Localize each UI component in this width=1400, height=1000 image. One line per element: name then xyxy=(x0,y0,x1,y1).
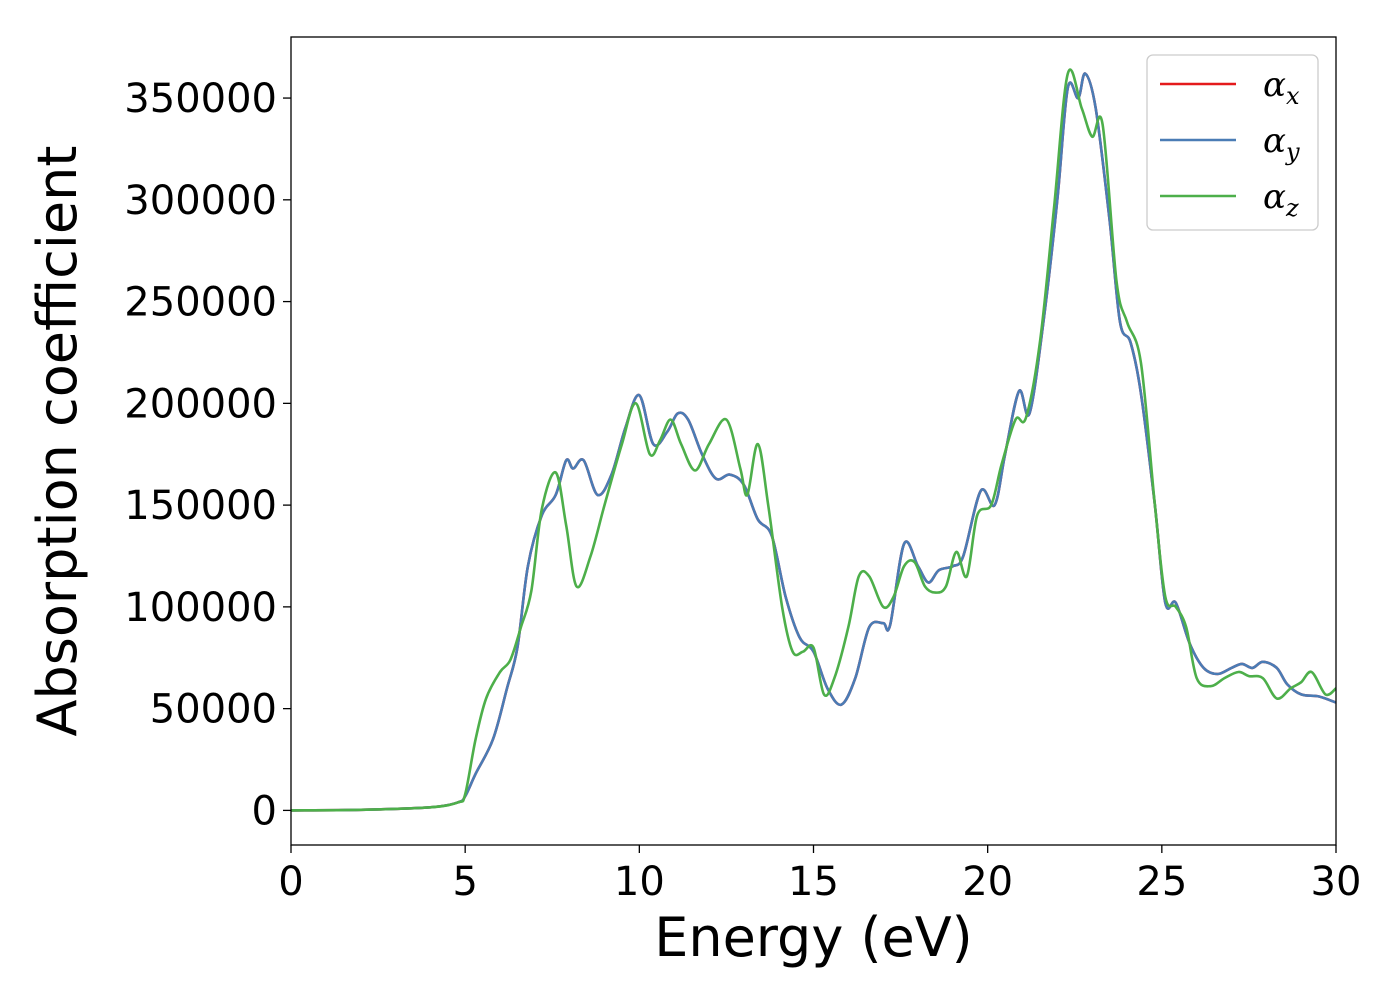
y-axis-title: Absorption coefficient xyxy=(26,146,89,737)
series-line-alpha-z xyxy=(290,68,1337,812)
series-lines xyxy=(290,68,1337,812)
x-tick-label: 5 xyxy=(452,859,477,905)
legend-subscript: y xyxy=(1285,138,1300,166)
y-tick-label: 150000 xyxy=(124,483,277,529)
legend-symbol: α xyxy=(1263,177,1286,217)
y-tick-label: 250000 xyxy=(124,280,277,326)
y-axis: 0 50000 100000 150000 200000 250000 300000 3500… xyxy=(124,76,291,834)
x-tick-label: 25 xyxy=(1136,859,1187,905)
legend-symbol: α xyxy=(1263,121,1286,161)
x-tick-label: 10 xyxy=(614,859,665,905)
x-tick-label: 20 xyxy=(962,859,1013,905)
y-tick-label: 50000 xyxy=(150,687,277,733)
y-tick-label: 350000 xyxy=(124,76,277,122)
x-tick-label: 0 xyxy=(278,859,303,905)
y-tick-label: 200000 xyxy=(124,381,277,427)
legend-subscript: x xyxy=(1286,82,1300,110)
y-tick-label: 300000 xyxy=(124,178,277,224)
x-tick-label: 15 xyxy=(788,859,839,905)
legend-label-alpha-y: αy xyxy=(1263,121,1300,166)
y-tick-label: 100000 xyxy=(124,585,277,631)
x-axis-title: Energy (eV) xyxy=(654,906,973,969)
legend-subscript: z xyxy=(1285,194,1299,222)
legend-label-alpha-z: αz xyxy=(1263,177,1299,222)
legend-symbol: α xyxy=(1263,65,1286,105)
x-axis: 0 5 10 15 20 25 30 xyxy=(278,845,1361,905)
x-tick-label: 30 xyxy=(1311,859,1362,905)
legend-label-alpha-x: αx xyxy=(1263,65,1300,110)
legend-box xyxy=(1146,54,1319,231)
y-tick-label: 0 xyxy=(252,788,277,834)
